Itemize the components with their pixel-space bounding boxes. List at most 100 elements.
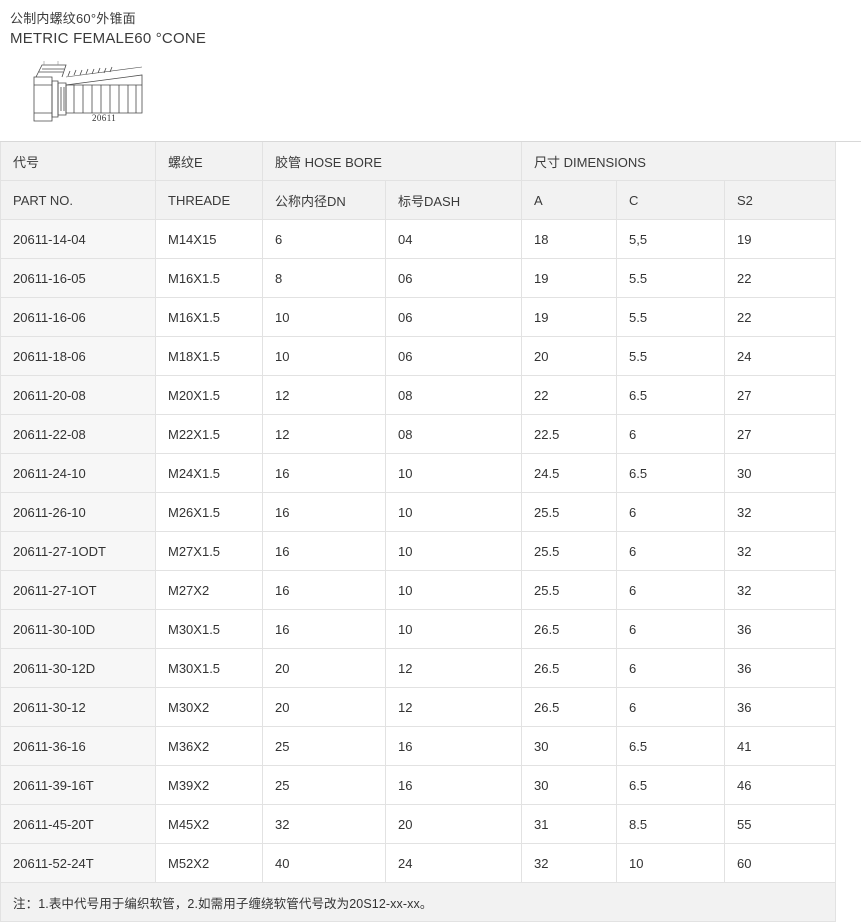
cell-s2: 46 [724,765,837,805]
cell-s2: 36 [724,609,837,649]
cell-threade: M24X1.5 [155,453,263,493]
cell-s2: 60 [724,843,837,883]
cell--dn: 6 [262,219,386,259]
table-row: 20611-18-06 M18X1.5 10 06 20 5.5 24 [0,336,837,376]
cell-part-no: 20611-22-08 [0,414,156,454]
cell--dash: 24 [384,843,523,883]
cell-a: 24.5 [521,453,618,493]
cell--dn: 20 [262,687,386,727]
table-row: 20611-20-08 M20X1.5 12 08 22 6.5 27 [0,375,837,415]
cell-a: 25.5 [521,570,618,610]
cell-threade: M36X2 [155,726,263,766]
cell-a: 31 [521,804,618,844]
cell-s2: 19 [724,219,837,259]
cell-c: 6.5 [616,726,726,766]
table-row: 20611-16-06 M16X1.5 10 06 19 5.5 22 [0,297,837,337]
cell-part-no: 20611-30-12D [0,648,156,688]
cell-part-no: 20611-24-10 [0,453,156,493]
cell-part-no: 20611-45-20T [0,804,156,844]
cell-c: 10 [616,843,726,883]
cell-c: 8.5 [616,804,726,844]
cell-part-no: 20611-20-08 [0,375,156,415]
column-header-s2: S2 [724,180,837,220]
cell-s2: 32 [724,492,837,532]
group-header-thread: 螺纹E [155,142,263,181]
cell-c: 6 [616,687,726,727]
cell--dn: 10 [262,297,386,337]
group-header-hose-bore: 胶管 HOSE BORE [261,142,523,181]
cell-a: 26.5 [521,609,618,649]
cell-c: 5,5 [616,219,726,259]
cell-s2: 22 [724,258,837,298]
cell-threade: M18X1.5 [155,336,263,376]
cell-a: 30 [521,726,618,766]
cell--dash: 20 [384,804,523,844]
cell-a: 25.5 [521,531,618,571]
cell-s2: 32 [724,531,837,571]
cell-c: 6.5 [616,765,726,805]
table-footer: 注：1.表中代号用于编织软管，2.如需用子缠绕软管代号改为20S12-xx-xx… [0,882,837,922]
cell-s2: 41 [724,726,837,766]
table-row: 20611-30-10D M30X1.5 16 10 26.5 6 36 [0,609,837,649]
drawing-caption: 20611 [92,113,117,123]
group-header-row: 代号 螺纹E 胶管 HOSE BORE 尺寸 DIMENSIONS [0,142,837,181]
cell-c: 6 [616,648,726,688]
cell-part-no: 20611-16-06 [0,297,156,337]
cell--dash: 04 [384,219,523,259]
cell-a: 26.5 [521,648,618,688]
cell--dash: 06 [384,336,523,376]
footer-note-row: 注：1.表中代号用于编织软管，2.如需用子缠绕软管代号改为20S12-xx-xx… [0,882,837,922]
table-row: 20611-27-1ODT M27X1.5 16 10 25.5 6 32 [0,531,837,571]
cell--dash: 10 [384,570,523,610]
cell-threade: M14X15 [155,219,263,259]
group-header-dimensions: 尺寸 DIMENSIONS [521,142,837,181]
page-header: 公制内螺纹60°外锥面 METRIC FEMALE60 °CONE [0,0,861,49]
cell-threade: M39X2 [155,765,263,805]
cell-threade: M22X1.5 [155,414,263,454]
cell-threade: M30X2 [155,687,263,727]
cell--dash: 10 [384,531,523,571]
table-row: 20611-39-16T M39X2 25 16 30 6.5 46 [0,765,837,805]
cell-c: 6 [616,531,726,571]
cell-a: 22.5 [521,414,618,454]
cell--dn: 16 [262,609,386,649]
cell-part-no: 20611-27-1ODT [0,531,156,571]
cell--dn: 12 [262,414,386,454]
cell-c: 5.5 [616,336,726,376]
cell-a: 26.5 [521,687,618,727]
cell--dn: 12 [262,375,386,415]
cell--dn: 25 [262,765,386,805]
cell-part-no: 20611-18-06 [0,336,156,376]
cell-threade: M26X1.5 [155,492,263,532]
cell-c: 6.5 [616,453,726,493]
cell-a: 19 [521,297,618,337]
cell--dash: 12 [384,648,523,688]
table-body: 20611-14-04 M14X15 6 04 18 5,5 19 20611-16-05 M1… [0,219,837,883]
cell-part-no: 20611-39-16T [0,765,156,805]
cell--dash: 06 [384,297,523,337]
cell-c: 6 [616,609,726,649]
cell-c: 6 [616,492,726,532]
cell-threade: M27X2 [155,570,263,610]
cell-part-no: 20611-16-05 [0,258,156,298]
table-row: 20611-22-08 M22X1.5 12 08 22.5 6 27 [0,414,837,454]
cell-part-no: 20611-14-04 [0,219,156,259]
cell-threade: M16X1.5 [155,258,263,298]
table-header: 代号 螺纹E 胶管 HOSE BORE 尺寸 DIMENSIONS PART N… [0,142,837,220]
cell-part-no: 20611-30-12 [0,687,156,727]
cell-threade: M16X1.5 [155,297,263,337]
cell-s2: 27 [724,414,837,454]
table-row: 20611-45-20T M45X2 32 20 31 8.5 55 [0,804,837,844]
cell-part-no: 20611-26-10 [0,492,156,532]
sub-header-row: PART NO. THREADE 公称内径DN 标号DASH A C S2 [0,180,837,220]
cell--dn: 16 [262,531,386,571]
cell-s2: 36 [724,687,837,727]
cell-s2: 24 [724,336,837,376]
cell-c: 6 [616,570,726,610]
column-header-threade: THREADE [155,180,263,220]
spec-table-container: 代号 螺纹E 胶管 HOSE BORE 尺寸 DIMENSIONS PART N… [0,141,861,922]
cell-part-no: 20611-30-10D [0,609,156,649]
cell--dash: 16 [384,765,523,805]
cell-s2: 36 [724,648,837,688]
cell-threade: M20X1.5 [155,375,263,415]
